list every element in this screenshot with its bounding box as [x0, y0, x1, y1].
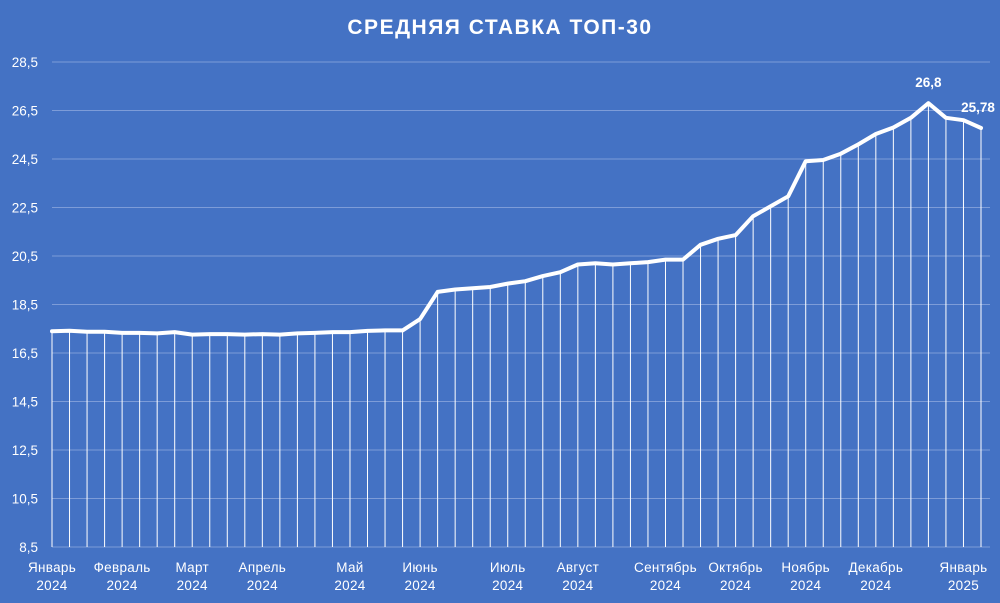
data-point [401, 328, 405, 332]
x-tick-month: Ноябрь [781, 560, 830, 575]
data-point [593, 261, 597, 265]
data-point [628, 261, 632, 265]
data-point [278, 333, 282, 337]
y-tick-label: 22,5 [12, 201, 38, 216]
data-point [190, 333, 194, 337]
data-point [716, 237, 720, 241]
x-tick-year: 2025 [948, 578, 979, 593]
data-point [330, 330, 334, 334]
x-tick-year: 2024 [562, 578, 593, 593]
data-point [50, 329, 54, 333]
data-point [926, 101, 930, 105]
data-point [225, 332, 229, 336]
x-tick-month: Март [175, 560, 209, 575]
data-point [506, 282, 510, 286]
data-point [699, 243, 703, 247]
y-tick-label: 8,5 [19, 540, 38, 555]
x-tick-month: Май [336, 560, 363, 575]
y-tick-label: 12,5 [12, 443, 38, 458]
x-tick-year: 2024 [404, 578, 435, 593]
y-tick-label: 28,5 [12, 55, 38, 70]
data-point [103, 330, 107, 334]
data-point [944, 116, 948, 120]
chart-title: СРЕДНЯЯ СТАВКА ТОП-30 [347, 16, 653, 39]
data-point [769, 204, 773, 208]
y-tick-label: 16,5 [12, 346, 38, 361]
data-point [909, 116, 913, 120]
x-tick-year: 2024 [106, 578, 137, 593]
data-point [295, 331, 299, 335]
x-tick-month: Декабрь [848, 560, 903, 575]
data-point [839, 152, 843, 156]
x-tick-year: 2024 [177, 578, 208, 593]
x-tick-year: 2024 [860, 578, 891, 593]
data-point [961, 118, 965, 122]
x-tick-month: Январь [28, 560, 76, 575]
x-tick-year: 2024 [36, 578, 67, 593]
data-point [243, 333, 247, 337]
series-line [50, 101, 983, 337]
x-tick-month: Октябрь [708, 560, 762, 575]
data-point [541, 274, 545, 278]
data-point [173, 330, 177, 334]
data-point [874, 132, 878, 136]
data-point [804, 159, 808, 163]
x-tick-month: Август [557, 560, 599, 575]
data-point [453, 287, 457, 291]
data-point [891, 125, 895, 129]
x-tick-month: Июнь [402, 560, 438, 575]
data-point [138, 331, 142, 335]
data-point [856, 142, 860, 146]
x-tick-month: Январь [939, 560, 987, 575]
x-tick-year: 2024 [720, 578, 751, 593]
data-point [260, 332, 264, 336]
data-point [436, 290, 440, 294]
y-tick-label: 20,5 [12, 249, 38, 264]
data-point [313, 331, 317, 335]
data-point [85, 330, 89, 334]
y-tick-label: 24,5 [12, 152, 38, 167]
x-tick-month: Сентябрь [634, 560, 697, 575]
data-point [751, 214, 755, 218]
data-point [979, 126, 983, 130]
y-tick-label: 10,5 [12, 492, 38, 507]
x-tick-month: Апрель [239, 560, 287, 575]
data-point [681, 258, 685, 262]
data-point [523, 279, 527, 283]
x-tick-year: 2024 [492, 578, 523, 593]
data-point [821, 158, 825, 162]
y-tick-label: 14,5 [12, 395, 38, 410]
data-point [558, 270, 562, 274]
x-tick-month: Июль [490, 560, 526, 575]
data-point [120, 331, 124, 335]
data-point [418, 317, 422, 321]
data-point [488, 285, 492, 289]
data-point [646, 260, 650, 264]
data-point [576, 262, 580, 266]
y-tick-label: 26,5 [12, 104, 38, 119]
x-tick-year: 2024 [650, 578, 681, 593]
data-point [663, 258, 667, 262]
x-tick-year: 2024 [790, 578, 821, 593]
data-point [611, 262, 615, 266]
data-point [734, 233, 738, 237]
data-point [471, 286, 475, 290]
y-tick-label: 18,5 [12, 298, 38, 313]
data-point [208, 332, 212, 336]
x-tick-month: Февраль [94, 560, 151, 575]
data-point [348, 330, 352, 334]
x-tick-year: 2024 [247, 578, 278, 593]
data-point [383, 328, 387, 332]
data-point [68, 329, 72, 333]
data-point [786, 194, 790, 198]
x-tick-year: 2024 [334, 578, 365, 593]
data-point [155, 331, 159, 335]
data-point [366, 329, 370, 333]
data-label: 25,78 [961, 100, 995, 115]
data-label: 26,8 [915, 75, 942, 90]
